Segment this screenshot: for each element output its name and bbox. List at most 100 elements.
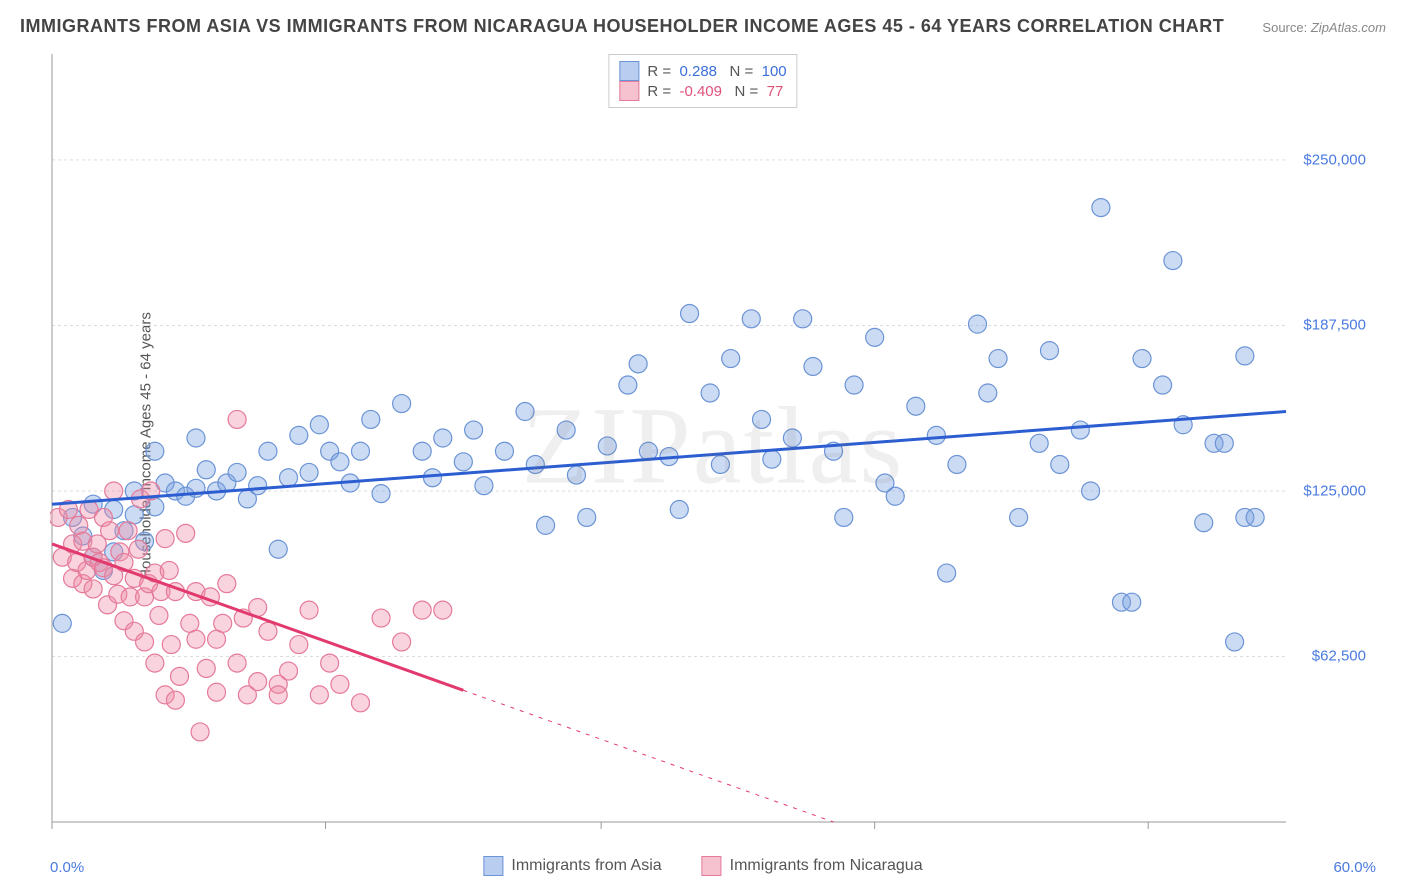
scatter-point	[938, 564, 956, 582]
scatter-point	[119, 522, 137, 540]
scatter-point	[711, 455, 729, 473]
series-legend: Immigrants from Asia Immigrants from Nica…	[483, 856, 922, 876]
scatter-point	[845, 376, 863, 394]
scatter-point	[526, 455, 544, 473]
scatter-point	[187, 630, 205, 648]
scatter-point	[886, 487, 904, 505]
legend-swatch	[702, 856, 722, 876]
scatter-point	[362, 410, 380, 428]
scatter-point	[249, 477, 267, 495]
scatter-point	[927, 426, 945, 444]
scatter-point	[465, 421, 483, 439]
scatter-point	[150, 606, 168, 624]
scatter-point	[105, 482, 123, 500]
legend-swatch	[619, 81, 639, 101]
scatter-point	[321, 654, 339, 672]
scatter-point	[146, 654, 164, 672]
correlation-legend: R = 0.288 N = 100 R = -0.409 N = 77	[608, 54, 797, 108]
legend-series-label: Immigrants from Asia	[511, 857, 661, 875]
scatter-point	[1164, 252, 1182, 270]
legend-series-item: Immigrants from Asia	[483, 856, 661, 876]
scatter-point	[156, 530, 174, 548]
scatter-point	[835, 508, 853, 526]
scatter-point	[1071, 421, 1089, 439]
scatter-point	[423, 469, 441, 487]
scatter-point	[280, 662, 298, 680]
scatter-point	[1133, 350, 1151, 368]
scatter-point	[701, 384, 719, 402]
scatter-point	[290, 636, 308, 654]
scatter-point	[413, 442, 431, 460]
scatter-point	[249, 673, 267, 691]
scatter-point	[214, 614, 232, 632]
scatter-point	[475, 477, 493, 495]
legend-swatch	[483, 856, 503, 876]
scatter-point	[300, 601, 318, 619]
legend-series-item: Immigrants from Nicaragua	[702, 856, 923, 876]
legend-stat-row: R = 0.288 N = 100	[619, 61, 786, 81]
scatter-point	[763, 450, 781, 468]
scatter-point	[537, 516, 555, 534]
scatter-point	[228, 654, 246, 672]
scatter-point	[160, 561, 178, 579]
chart-area: ZIPatlas	[50, 50, 1376, 842]
scatter-point	[454, 453, 472, 471]
scatter-point	[70, 516, 88, 534]
scatter-point	[146, 442, 164, 460]
scatter-point	[969, 315, 987, 333]
scatter-point	[372, 485, 390, 503]
scatter-point	[269, 686, 287, 704]
x-axis-max-label: 60.0%	[1333, 859, 1376, 876]
source-value: ZipAtlas.com	[1311, 20, 1386, 35]
y-tick-label: $187,500	[1303, 317, 1366, 334]
legend-stat-text: R = -0.409 N = 77	[647, 83, 783, 100]
scatter-point	[1051, 455, 1069, 473]
scatter-point	[1123, 593, 1141, 611]
scatter-point	[310, 416, 328, 434]
scatter-point	[979, 384, 997, 402]
scatter-point	[129, 540, 147, 558]
scatter-point	[1082, 482, 1100, 500]
scatter-point	[670, 501, 688, 519]
scatter-point	[290, 426, 308, 444]
scatter-point	[619, 376, 637, 394]
scatter-point	[218, 575, 236, 593]
scatter-point	[208, 683, 226, 701]
scatter-point	[557, 421, 575, 439]
legend-swatch	[619, 61, 639, 81]
scatter-point	[907, 397, 925, 415]
y-tick-label: $250,000	[1303, 151, 1366, 168]
scatter-point	[1195, 514, 1213, 532]
scatter-point	[681, 305, 699, 323]
scatter-point	[136, 633, 154, 651]
legend-stat-text: R = 0.288 N = 100	[647, 63, 786, 80]
scatter-point	[228, 463, 246, 481]
scatter-point	[948, 455, 966, 473]
scatter-point	[578, 508, 596, 526]
scatter-point	[1246, 508, 1264, 526]
scatter-point	[393, 395, 411, 413]
scatter-point	[352, 442, 370, 460]
source-label: Source:	[1262, 20, 1307, 35]
scatter-point	[84, 580, 102, 598]
scatter-point	[989, 350, 1007, 368]
chart-title: IMMIGRANTS FROM ASIA VS IMMIGRANTS FROM …	[20, 16, 1224, 37]
scatter-point	[434, 601, 452, 619]
y-tick-label: $62,500	[1312, 648, 1366, 665]
scatter-point	[1010, 508, 1028, 526]
scatter-point	[1030, 434, 1048, 452]
scatter-point	[753, 410, 771, 428]
scatter-point	[413, 601, 431, 619]
scatter-point	[1092, 199, 1110, 217]
scatter-point	[722, 350, 740, 368]
scatter-point	[177, 524, 195, 542]
scatter-point	[53, 614, 71, 632]
scatter-point	[352, 694, 370, 712]
scatter-point	[310, 686, 328, 704]
scatter-point	[280, 469, 298, 487]
legend-series-label: Immigrants from Nicaragua	[730, 857, 923, 875]
trend-line-extrapolated	[463, 690, 833, 822]
scatter-point	[269, 540, 287, 558]
scatter-point	[197, 659, 215, 677]
scatter-point	[162, 636, 180, 654]
